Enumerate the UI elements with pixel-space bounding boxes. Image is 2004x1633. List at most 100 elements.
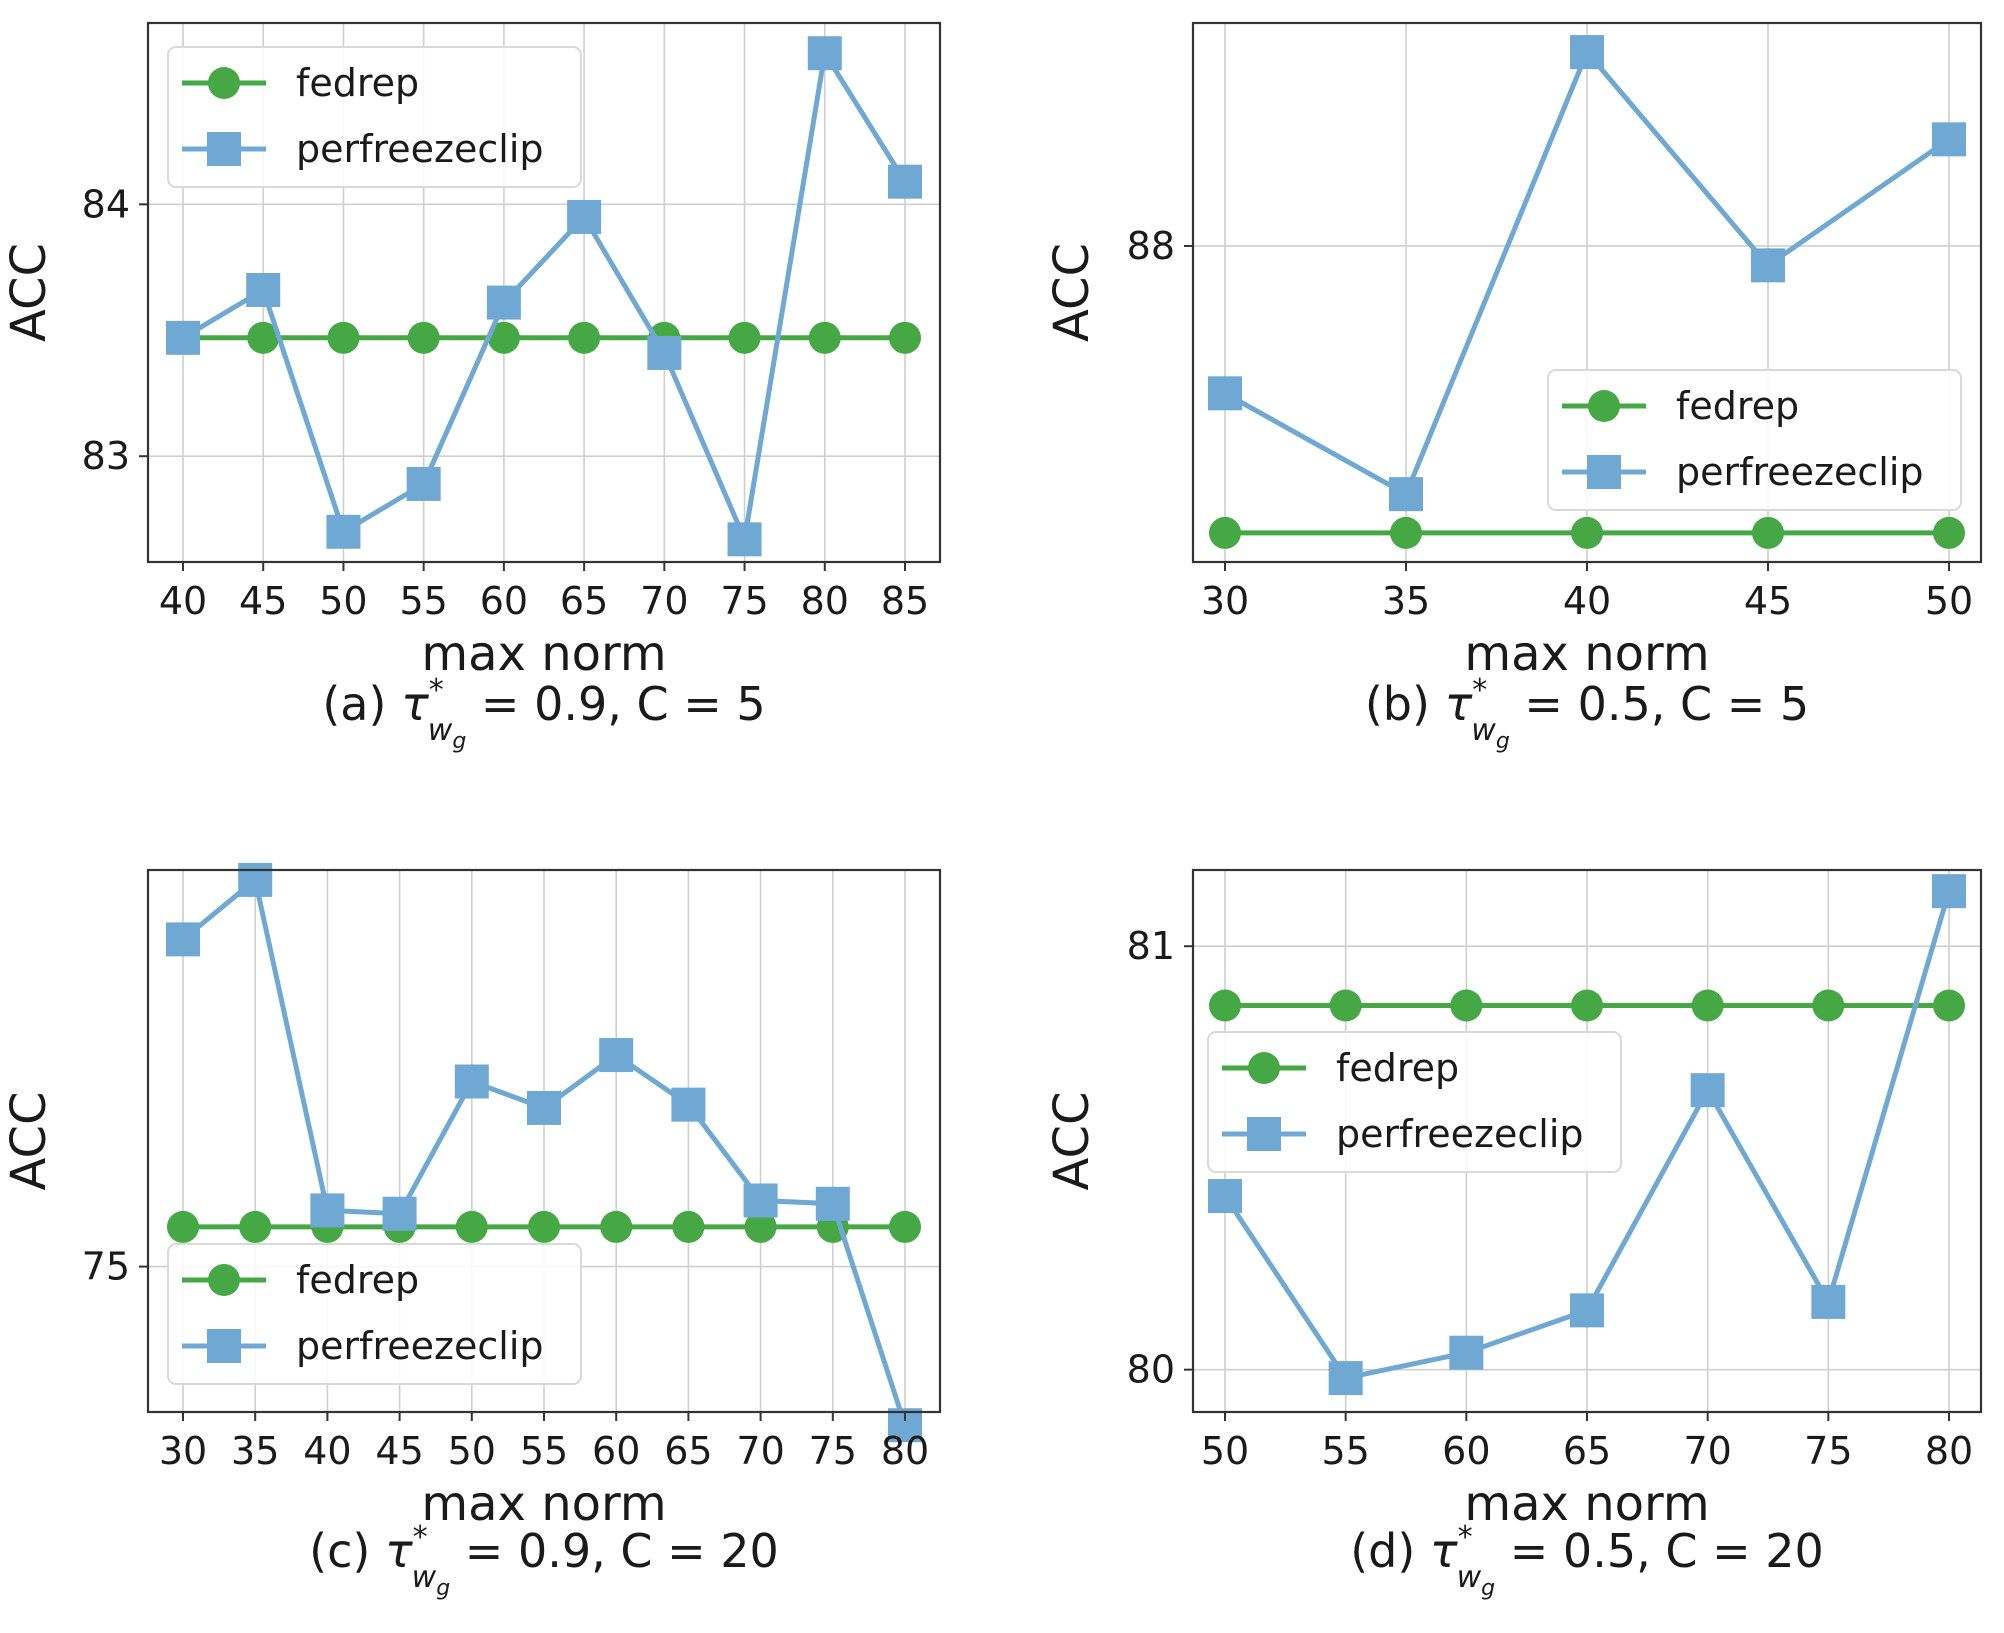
x-axis-label: max norm: [421, 626, 666, 682]
caption-part: = 0.9, C = 20: [450, 1524, 779, 1578]
legend-marker: [1248, 1052, 1280, 1084]
perfreezeclip-point: [326, 514, 361, 549]
x-tick-label: 65: [560, 579, 608, 623]
x-tick-label: 50: [1925, 579, 1973, 623]
legend-item-perfreezeclip: perfreezeclip: [182, 127, 544, 171]
x-tick-label: 35: [1382, 579, 1430, 623]
fedrep-point: [744, 1210, 777, 1243]
series-fedrep: [167, 1210, 921, 1243]
legend-marker: [208, 1264, 240, 1296]
legend-box: [167, 1243, 582, 1385]
x-axis-label: max norm: [1464, 626, 1709, 682]
perfreezeclip-point: [1389, 477, 1423, 512]
perfreezeclip-point: [1932, 874, 1966, 909]
perfreezeclip-point: [238, 862, 273, 897]
caption-part: w: [1471, 713, 1496, 748]
legend-item-fedrep: fedrep: [182, 61, 419, 105]
caption-part: w: [1457, 1560, 1482, 1595]
x-tick-label: 75: [809, 1429, 857, 1473]
perfreezeclip-point: [727, 522, 762, 557]
fedrep-point: [407, 321, 440, 354]
x-tick-label: 50: [319, 579, 367, 623]
perfreezeclip-point: [888, 164, 922, 199]
caption-part: w: [412, 1560, 437, 1595]
perfreezeclip-point: [743, 1183, 778, 1218]
legend-label: fedrep: [296, 1258, 419, 1302]
fedrep-point: [239, 1210, 272, 1243]
legend: fedrep perfreezeclip: [167, 46, 582, 188]
perfreezeclip-point: [1570, 35, 1604, 70]
fedrep-point: [247, 321, 280, 354]
x-tick-label: 55: [520, 1429, 568, 1473]
fedrep-point: [1209, 989, 1241, 1022]
legend-label: perfreezeclip: [296, 1324, 544, 1368]
panel-caption: (a) τ* wg = 0.9, C = 5: [322, 673, 765, 754]
perfreezeclip-point: [1208, 1179, 1242, 1214]
legend-item-perfreezeclip: perfreezeclip: [1222, 1112, 1584, 1156]
fedrep-point: [600, 1210, 633, 1243]
fedrep-point: [1933, 989, 1965, 1022]
x-tick-label: 55: [1321, 1429, 1369, 1473]
caption-part: w: [428, 713, 453, 748]
fedrep-point: [672, 1210, 705, 1243]
x-tick-label: 65: [1563, 1429, 1611, 1473]
x-tick-label: 70: [1683, 1429, 1731, 1473]
x-tick-label: 80: [881, 1429, 929, 1473]
legend-label: fedrep: [1336, 1046, 1459, 1090]
perfreezeclip-point: [1570, 1293, 1604, 1328]
caption-part: (c): [309, 1524, 385, 1578]
perfreezeclip-point: [1811, 1284, 1846, 1319]
perfreezeclip-line: [181, 50, 908, 542]
y-axis-label: ACC: [1, 243, 57, 342]
y-tick-label: 88: [1127, 224, 1175, 268]
perfreezeclip-point: [527, 1090, 561, 1125]
caption-part: τ: [1445, 677, 1473, 731]
fedrep-point: [808, 321, 841, 354]
perfreezeclip-point: [486, 285, 521, 320]
chart-panel-d: 50 55 60 65 70 75 80 80 81 max norm ACC fedrep perfr…: [1044, 868, 1983, 1601]
legend-marker: [1587, 455, 1621, 489]
perfreezeclip-point: [454, 1064, 489, 1099]
perfreezeclip-point: [246, 272, 281, 307]
fedrep-point: [889, 1210, 921, 1243]
fedrep-point: [1209, 516, 1241, 549]
chart-panel-a: 40 45 50 55 60 65 70 75 80 85 83 84 max norm ACC fedre…: [1, 21, 942, 754]
x-tick-label: 60: [1442, 1429, 1490, 1473]
perfreezeclip-point: [1932, 122, 1966, 157]
legend: fedrep perfreezeclip: [167, 1243, 582, 1385]
perfreezeclip-point: [807, 36, 842, 71]
legend-box: [1207, 1031, 1622, 1173]
legend-label: fedrep: [296, 61, 419, 105]
series-fedrep: [1209, 516, 1965, 549]
y-tick-label: 81: [1127, 924, 1175, 968]
x-tick-label: 70: [736, 1429, 784, 1473]
perfreezeclip-point: [1751, 248, 1785, 283]
caption-part: *: [413, 1520, 428, 1555]
caption-part: τ: [1430, 1524, 1458, 1578]
fedrep-point: [568, 321, 601, 354]
x-tick-label: 75: [720, 579, 768, 623]
x-axis-label: max norm: [421, 1476, 666, 1532]
fedrep-point: [1329, 989, 1362, 1022]
x-tick-label: 75: [1804, 1429, 1852, 1473]
series-perfreezeclip: [166, 36, 922, 557]
y-tick-label: 80: [1127, 1348, 1175, 1392]
caption-part: (d): [1350, 1524, 1430, 1578]
legend-item-fedrep: fedrep: [1222, 1046, 1459, 1090]
x-tick-label: 40: [1563, 579, 1611, 623]
axes-frame: [146, 21, 942, 564]
legend-item-fedrep: fedrep: [182, 1258, 419, 1302]
x-tick-label: 50: [448, 1429, 496, 1473]
x-tick-label: 45: [239, 579, 287, 623]
perfreezeclip-point: [1690, 1073, 1725, 1108]
fedrep-point: [728, 321, 761, 354]
x-tick-label: 40: [303, 1429, 351, 1473]
fedrep-point: [1571, 516, 1603, 549]
fedrep-point: [1752, 516, 1784, 549]
perfreezeclip-point: [166, 922, 200, 957]
fedrep-point: [1450, 989, 1483, 1022]
x-tick-label: 40: [159, 579, 207, 623]
legend: fedrep perfreezeclip: [1547, 369, 1962, 511]
series-perfreezeclip: [1208, 874, 1966, 1396]
